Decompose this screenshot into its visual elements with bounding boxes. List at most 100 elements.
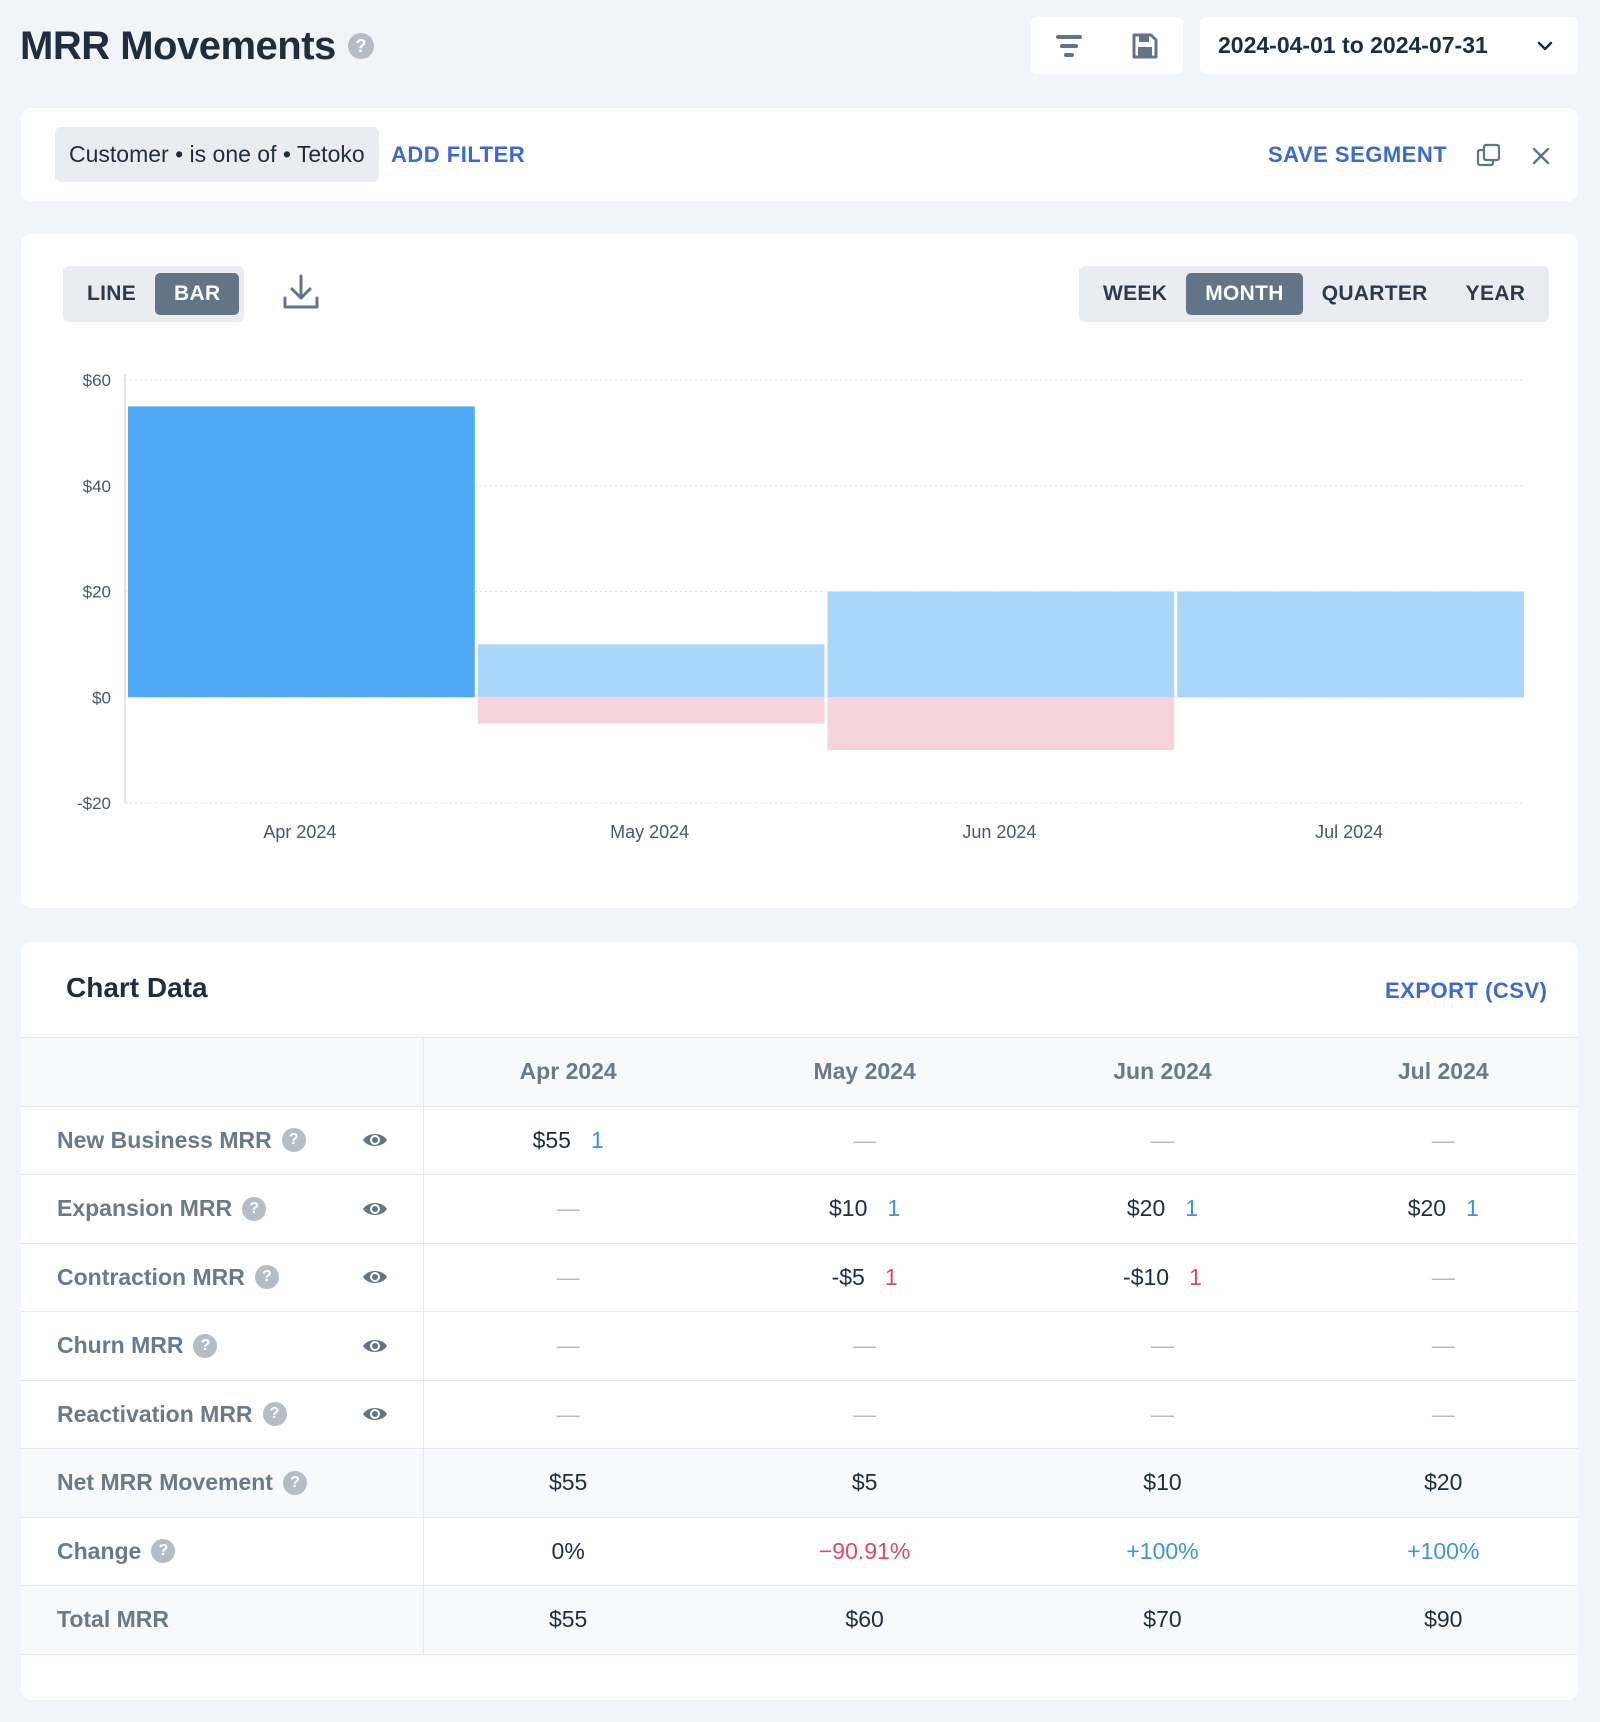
bar [477,697,825,724]
table-cell: $55 [423,1448,713,1517]
help-icon[interactable]: ? [262,1402,287,1427]
table-cell: — [423,1242,713,1312]
table-cell: — [712,1311,1017,1380]
table-cell: $10 1 [712,1174,1017,1243]
row-label: Total MRR [57,1606,423,1633]
export-csv-button[interactable]: EXPORT (CSV) [1385,978,1548,1003]
row-label-cell: Churn MRR? [21,1311,424,1380]
save-segment-button[interactable]: SAVE SEGMENT [1268,142,1448,167]
customer-count-link[interactable]: 1 [884,1263,898,1290]
cell-value: $20 [1407,1195,1447,1222]
y-tick-label: $60 [83,371,111,390]
table-cell: — [1016,1379,1309,1449]
table-cell: — [1308,1379,1578,1449]
add-filter-button[interactable]: ADD FILTER [391,142,526,167]
row-label: Churn MRR? [57,1332,423,1359]
chart-data-title: Chart Data [66,972,208,1003]
eye-icon[interactable] [361,1267,389,1287]
table-cell: — [1308,1311,1578,1380]
customer-count-link[interactable]: 1 [1466,1195,1479,1222]
row-label-text: Churn MRR [57,1332,184,1359]
eye-icon[interactable] [361,1336,389,1356]
column-header: Jul 2024 [1308,1037,1578,1106]
save-button[interactable] [1119,22,1171,70]
cell-value: — [853,1126,877,1153]
quarter-button[interactable]: QUARTER [1321,282,1428,305]
cell-value: −90.91% [818,1537,911,1564]
year-button[interactable]: YEAR [1465,282,1526,305]
date-range-picker[interactable]: 2024-04-01 to 2024-07-31 [1200,17,1578,74]
customer-count-link[interactable]: 1 [590,1126,604,1153]
cell-value: -$10 [1123,1263,1170,1290]
table-cell: -$10 1 [1016,1242,1309,1312]
cell-value: $10 [1143,1469,1182,1496]
cell-value: — [853,1400,877,1427]
chevron-down-icon [1537,41,1553,50]
chart-data-card: Chart Data EXPORT (CSV) Apr 2024 May 202… [21,942,1578,1700]
help-icon[interactable]: ? [281,1128,306,1153]
bar [1177,591,1524,698]
bar [827,697,1175,751]
cell-value: — [1150,1126,1174,1153]
help-icon[interactable]: ? [151,1539,176,1564]
y-tick-label: $0 [92,688,111,707]
cell-value: $70 [1143,1606,1182,1633]
bar [827,591,1175,698]
row-label-text: Reactivation MRR [57,1400,253,1427]
help-icon[interactable]: ? [282,1470,307,1495]
table-header-row: Apr 2024 May 2024 Jun 2024 Jul 2024 [21,1037,1578,1106]
eye-icon[interactable] [361,1404,389,1424]
table-cell: — [1308,1242,1578,1312]
row-label: New Business MRR? [57,1127,423,1154]
row-label: Change? [57,1538,423,1565]
row-label: Expansion MRR? [57,1195,423,1222]
customer-count-link[interactable]: 1 [887,1195,901,1222]
table-cell: — [1016,1311,1309,1380]
cell-value: — [1150,1332,1174,1359]
line-chart-button[interactable]: LINE [87,282,137,305]
download-icon[interactable] [279,270,323,314]
eye-icon[interactable] [361,1199,389,1219]
table-row: Reactivation MRR? — — — — [21,1379,1578,1449]
row-label-cell: Net MRR Movement? [21,1448,424,1517]
filter-button[interactable] [1043,22,1095,70]
cell-value: — [1431,1332,1455,1359]
period-toggle: WEEK MONTH QUARTER YEAR [1079,266,1550,322]
customer-count-link[interactable]: 1 [1189,1263,1202,1290]
y-tick-label: -$20 [77,794,111,813]
bar-chart-button[interactable]: BAR [155,273,240,315]
help-icon[interactable]: ? [347,33,374,59]
table-row: Expansion MRR? — $10 1 $20 1 $20 1 [21,1174,1578,1243]
week-button[interactable]: WEEK [1103,282,1168,305]
row-label-cell: Total MRR [21,1585,424,1655]
row-label-text: Contraction MRR [57,1263,245,1290]
filter-bar: Customer • is one of • Tetoko ADD FILTER… [21,108,1578,201]
cell-value: $55 [548,1606,588,1633]
table-row: Contraction MRR? — -$5 1 -$10 1 — [21,1242,1578,1312]
row-label-text: Expansion MRR [57,1195,233,1222]
cell-value: — [1431,1126,1455,1153]
close-icon[interactable] [1526,141,1556,171]
table-row: Net MRR Movement? $55 $5 $10 $20 [21,1448,1578,1517]
cell-value: +100% [1126,1537,1199,1564]
help-icon[interactable]: ? [242,1196,267,1221]
help-icon[interactable]: ? [254,1265,279,1290]
copy-icon[interactable] [1474,141,1504,171]
table-cell: — [712,1105,1017,1175]
cell-value: — [1150,1400,1174,1427]
cell-value: $55 [532,1126,571,1153]
customer-count-link[interactable]: 1 [1185,1195,1199,1222]
help-icon[interactable]: ? [193,1333,218,1358]
table-cell: — [1308,1105,1578,1175]
eye-icon[interactable] [361,1130,389,1150]
table-cell: $20 1 [1016,1174,1309,1243]
cell-value: — [853,1332,877,1359]
row-label-text: Net MRR Movement [57,1469,273,1496]
filter-chip[interactable]: Customer • is one of • Tetoko [55,127,379,182]
column-header: May 2024 [712,1037,1017,1106]
page-title-text: MRR Movements [20,23,336,68]
month-button[interactable]: MONTH [1186,273,1303,315]
floppy-disk-icon [1132,33,1158,58]
cell-value: -$5 [831,1263,865,1290]
column-header: Apr 2024 [423,1037,713,1106]
